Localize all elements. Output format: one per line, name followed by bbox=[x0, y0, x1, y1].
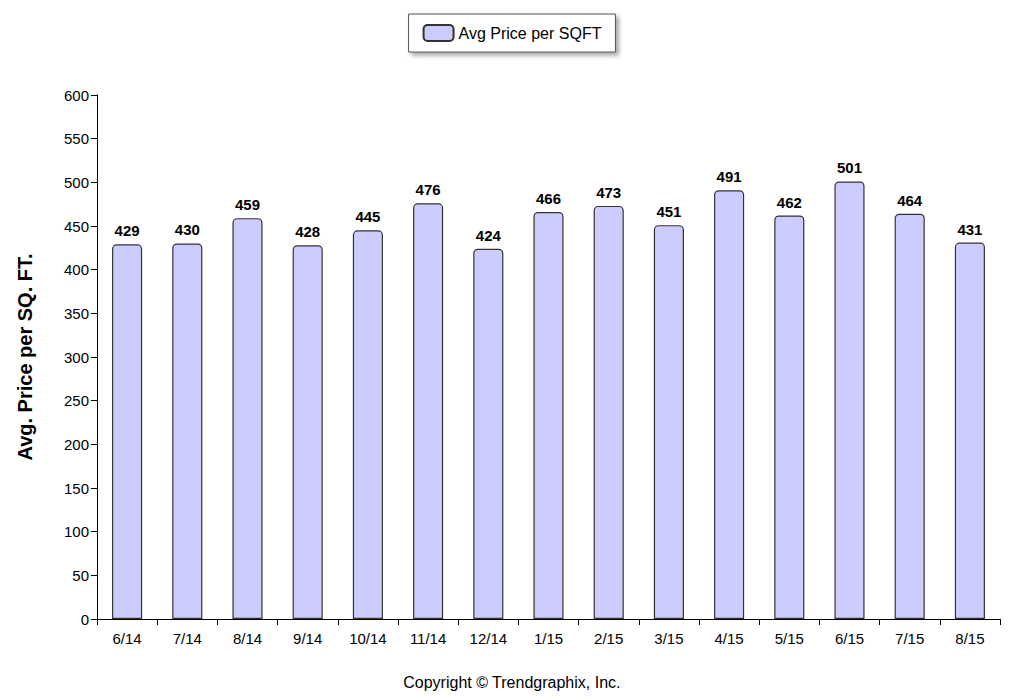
svg-text:8/15: 8/15 bbox=[955, 630, 984, 647]
svg-text:8/14: 8/14 bbox=[233, 630, 262, 647]
svg-text:600: 600 bbox=[64, 87, 89, 104]
svg-text:1/15: 1/15 bbox=[534, 630, 563, 647]
svg-text:4/15: 4/15 bbox=[714, 630, 743, 647]
svg-text:424: 424 bbox=[476, 227, 502, 244]
svg-text:7/15: 7/15 bbox=[895, 630, 924, 647]
svg-text:459: 459 bbox=[235, 196, 260, 213]
svg-text:3/15: 3/15 bbox=[654, 630, 683, 647]
svg-text:451: 451 bbox=[656, 203, 681, 220]
svg-text:12/14: 12/14 bbox=[470, 630, 508, 647]
svg-text:6/14: 6/14 bbox=[112, 630, 141, 647]
svg-text:466: 466 bbox=[536, 190, 561, 207]
svg-text:501: 501 bbox=[837, 159, 862, 176]
svg-text:550: 550 bbox=[64, 130, 89, 147]
svg-text:445: 445 bbox=[355, 208, 380, 225]
svg-text:10/14: 10/14 bbox=[349, 630, 387, 647]
svg-text:0: 0 bbox=[81, 611, 89, 628]
svg-text:5/15: 5/15 bbox=[775, 630, 804, 647]
svg-text:428: 428 bbox=[295, 223, 320, 240]
svg-text:Copyright © Trendgraphix, Inc.: Copyright © Trendgraphix, Inc. bbox=[403, 674, 620, 691]
svg-text:400: 400 bbox=[64, 261, 89, 278]
svg-text:429: 429 bbox=[115, 222, 140, 239]
svg-text:476: 476 bbox=[416, 181, 441, 198]
svg-text:Avg Price per SQFT: Avg Price per SQFT bbox=[459, 25, 602, 42]
svg-text:6/15: 6/15 bbox=[835, 630, 864, 647]
svg-text:464: 464 bbox=[897, 192, 923, 209]
svg-text:7/14: 7/14 bbox=[173, 630, 202, 647]
svg-text:9/14: 9/14 bbox=[293, 630, 322, 647]
svg-text:462: 462 bbox=[777, 194, 802, 211]
svg-text:450: 450 bbox=[64, 218, 89, 235]
svg-text:11/14: 11/14 bbox=[410, 630, 446, 647]
svg-text:Avg. Price per SQ. FT.: Avg. Price per SQ. FT. bbox=[14, 253, 36, 460]
svg-text:2/15: 2/15 bbox=[594, 630, 623, 647]
svg-text:430: 430 bbox=[175, 221, 200, 238]
svg-text:300: 300 bbox=[64, 349, 89, 366]
svg-text:491: 491 bbox=[717, 168, 742, 185]
svg-text:150: 150 bbox=[64, 480, 89, 497]
svg-text:50: 50 bbox=[72, 567, 89, 584]
svg-text:500: 500 bbox=[64, 174, 89, 191]
svg-text:200: 200 bbox=[64, 436, 89, 453]
svg-text:100: 100 bbox=[64, 523, 89, 540]
svg-text:431: 431 bbox=[957, 221, 982, 238]
svg-text:473: 473 bbox=[596, 184, 621, 201]
svg-text:350: 350 bbox=[64, 305, 89, 322]
svg-text:250: 250 bbox=[64, 392, 89, 409]
